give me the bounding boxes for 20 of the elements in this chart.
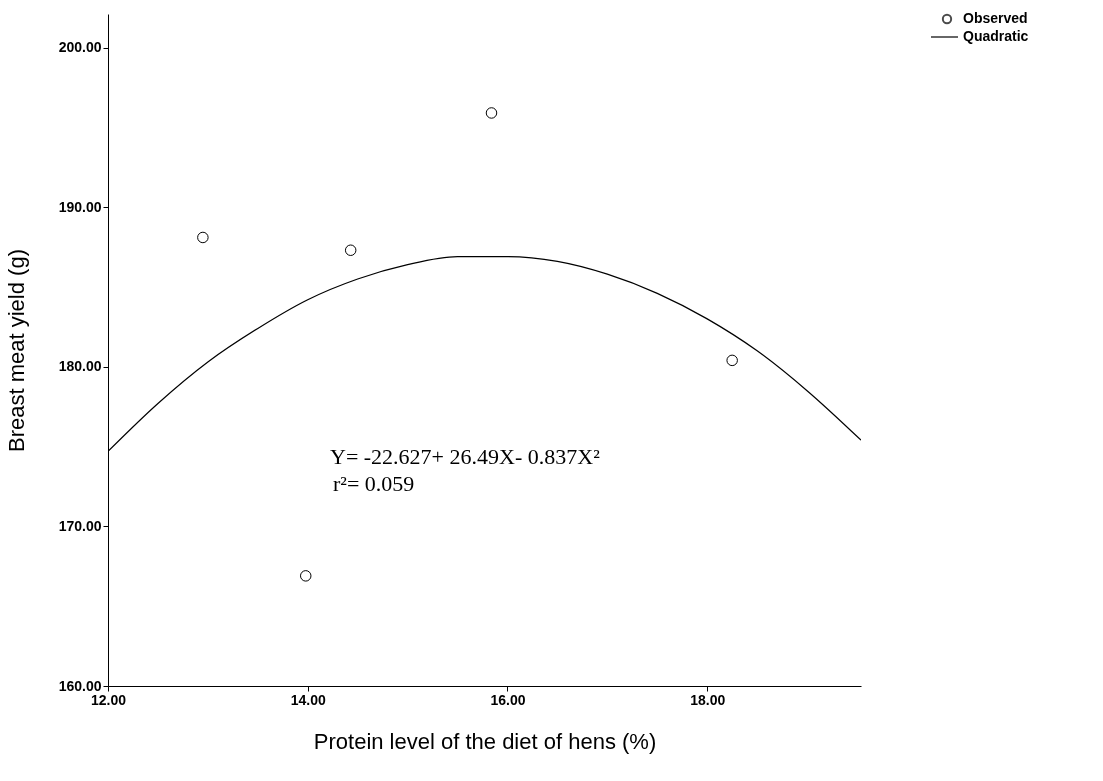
y-tick-label: 170.00 bbox=[58, 517, 102, 534]
y-axis-title: Breast meat yield (g) bbox=[3, 249, 29, 452]
point bbox=[197, 231, 209, 244]
y-tick-label: 190.00 bbox=[58, 198, 102, 215]
point bbox=[726, 354, 738, 367]
y-tick-label: 200.00 bbox=[58, 39, 102, 56]
x-tick-label: 12.00 bbox=[90, 691, 127, 708]
point bbox=[299, 570, 312, 582]
y-tick-label: 160.00 bbox=[58, 677, 102, 694]
x-tick-label: 14.00 bbox=[290, 691, 326, 708]
legend-label: Observed bbox=[963, 10, 1028, 26]
annotation: Y= -22.627+ 26.49X- 0.837X² bbox=[330, 444, 601, 469]
x-tick-label: 16.00 bbox=[490, 691, 526, 708]
annotation: r²= 0.059 bbox=[333, 471, 415, 496]
point bbox=[485, 107, 498, 119]
legend-label: Quadratic bbox=[963, 28, 1029, 44]
x-axis-title: Protein level of the diet of hens (%) bbox=[313, 728, 657, 754]
point bbox=[344, 244, 357, 256]
x-tick-label: 18.00 bbox=[690, 691, 726, 708]
y-tick-label: 180.00 bbox=[58, 358, 102, 375]
